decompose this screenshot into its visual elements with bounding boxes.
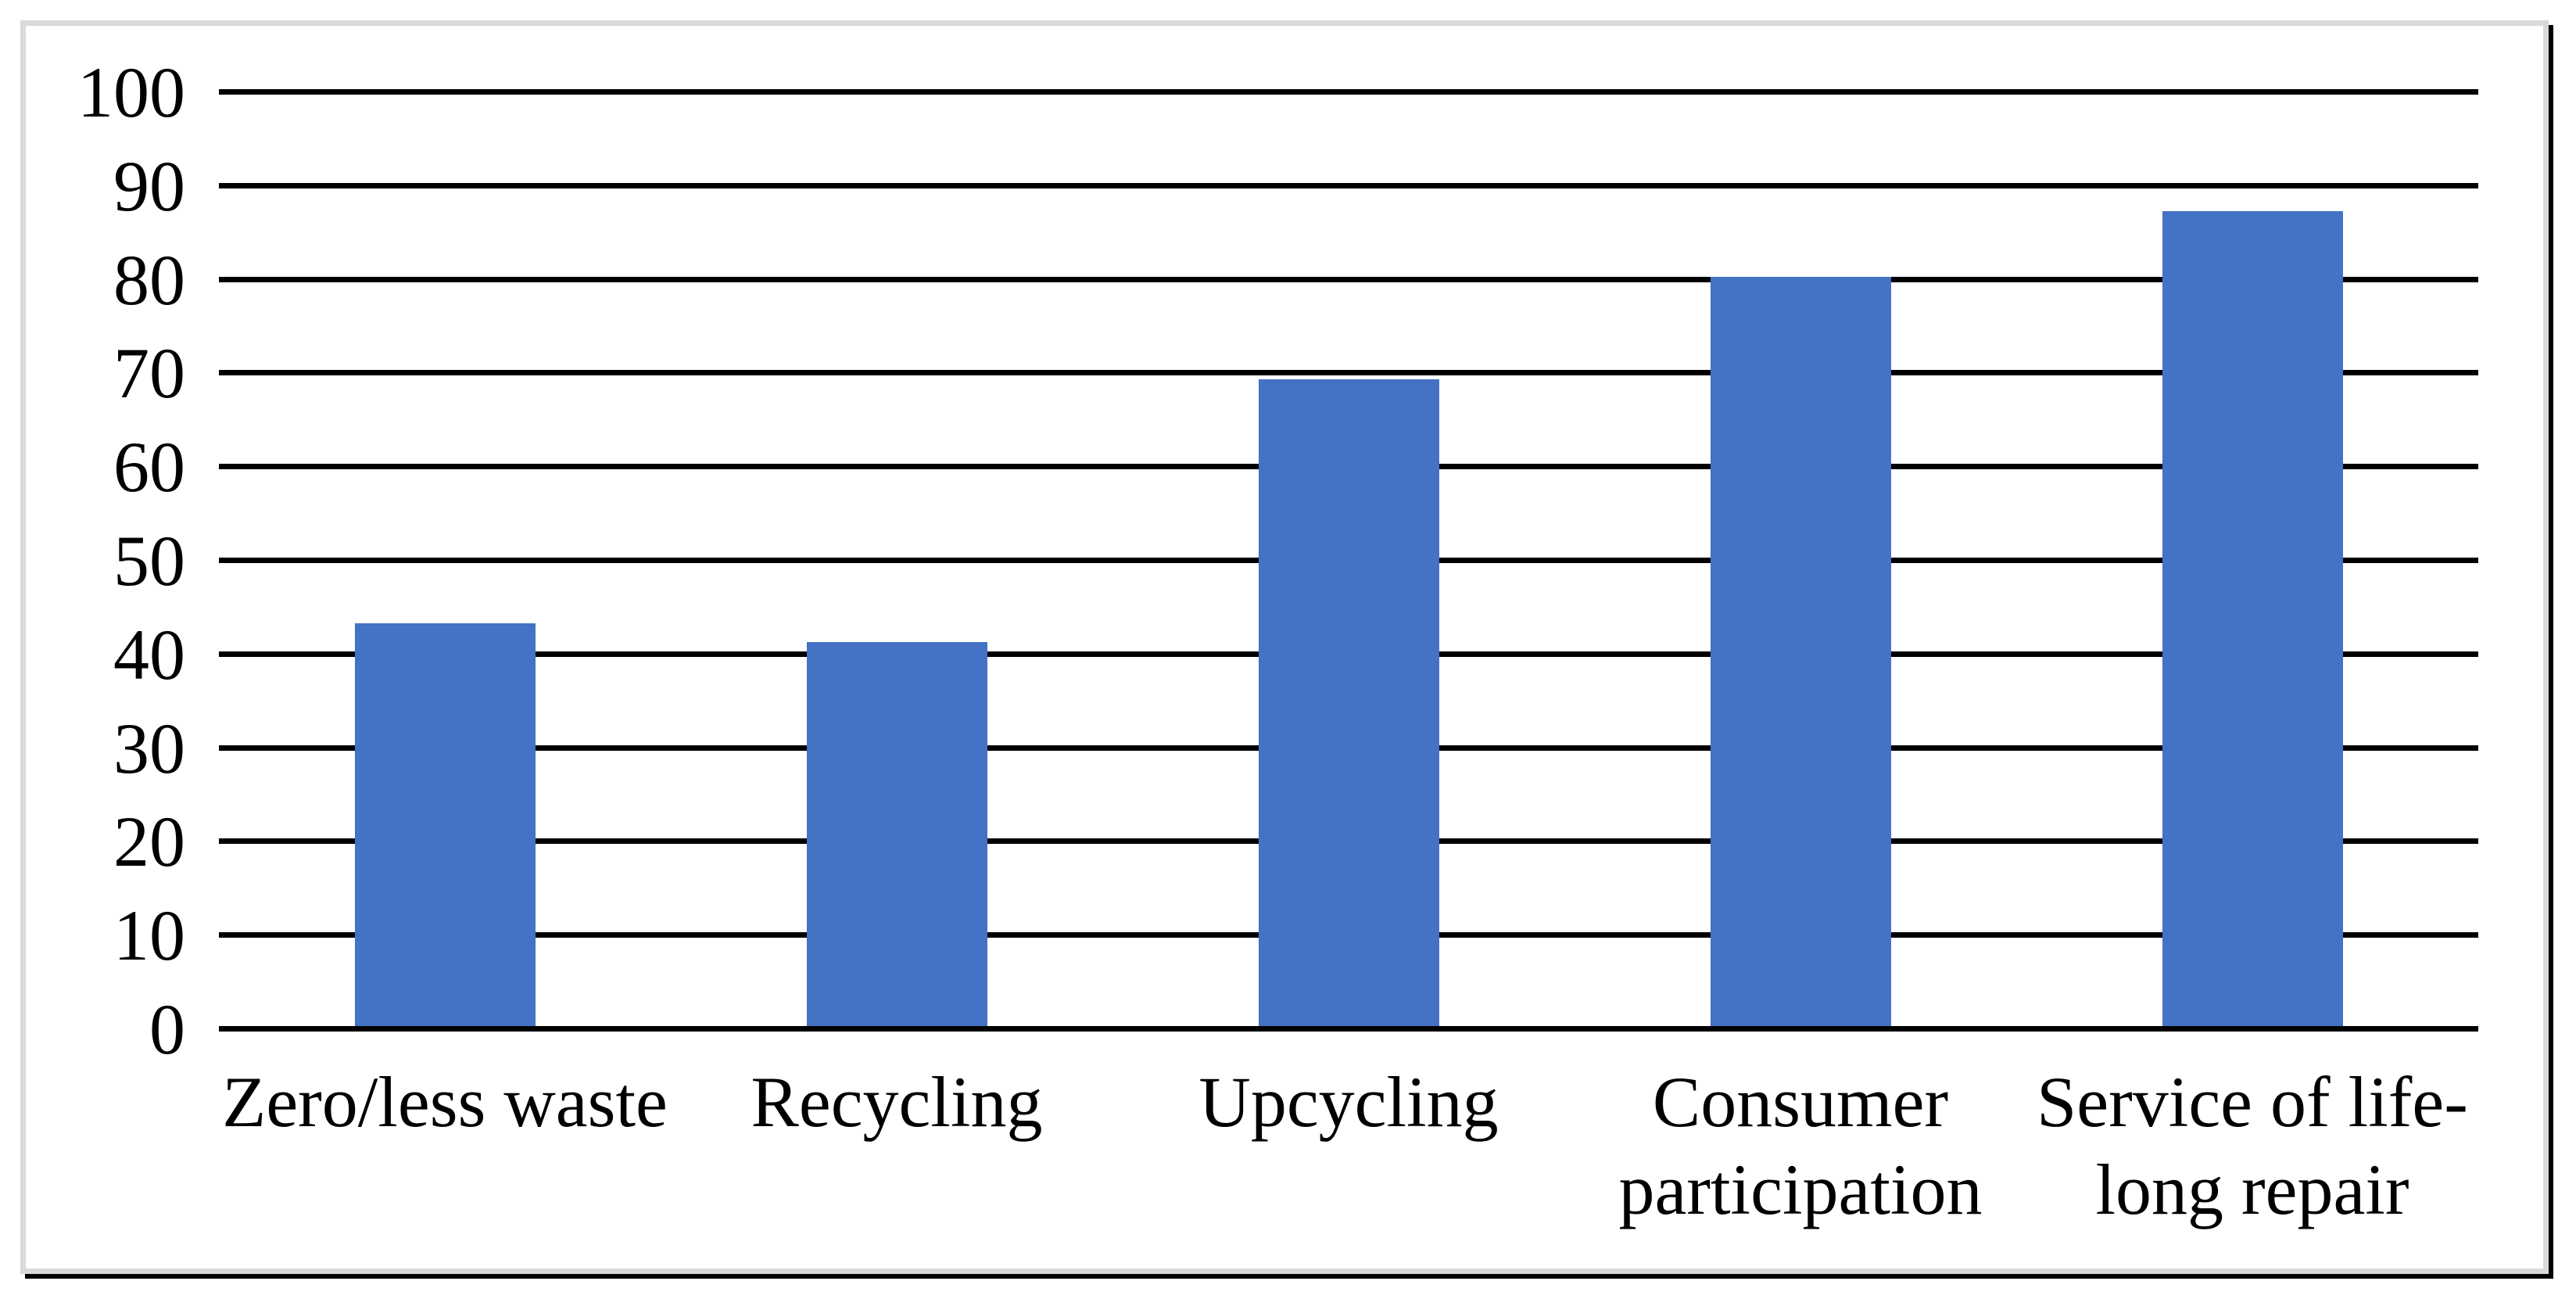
ytick-label-100: 100: [77, 52, 185, 132]
ytick-label-0: 0: [149, 989, 185, 1069]
category-label-line: Recycling: [751, 1062, 1043, 1142]
gridline-90: [219, 183, 2478, 188]
category-label-zero-less-waste: Zero/less waste: [210, 1058, 679, 1146]
ytick-label-10: 10: [113, 895, 185, 975]
ytick-label-40: 40: [113, 615, 185, 694]
bar-service-of-life-long-repair: [2162, 211, 2343, 1026]
bar-consumer-participation: [1711, 277, 1891, 1026]
bar-zero-less-waste: [355, 623, 536, 1026]
category-label-upcycling: Upcycling: [1114, 1058, 1583, 1146]
category-label-recycling: Recycling: [662, 1058, 1131, 1146]
category-label-line: participation: [1618, 1150, 1983, 1229]
gridline-80: [219, 277, 2478, 282]
ytick-label-70: 70: [113, 333, 185, 413]
bar-upcycling: [1259, 379, 1439, 1026]
gridline-0: [219, 1026, 2478, 1032]
category-label-service-of-life-long-repair: Service of life-long repair: [2018, 1058, 2487, 1233]
ytick-label-90: 90: [113, 146, 185, 226]
category-label-line: Upcycling: [1198, 1062, 1499, 1142]
figure-frame: [20, 20, 2549, 1274]
bar-recycling: [807, 642, 987, 1026]
category-label-line: long repair: [2095, 1150, 2409, 1229]
category-label-line: Zero/less waste: [222, 1062, 668, 1142]
category-label-line: Service of life-: [2037, 1062, 2468, 1142]
gridline-70: [219, 370, 2478, 375]
ytick-label-80: 80: [113, 240, 185, 320]
category-label-line: Consumer: [1652, 1062, 1949, 1142]
ytick-label-50: 50: [113, 521, 185, 601]
ytick-label-20: 20: [113, 802, 185, 881]
ytick-label-60: 60: [113, 427, 185, 507]
category-label-consumer-participation: Consumer participation: [1566, 1058, 2035, 1233]
ytick-label-30: 30: [113, 709, 185, 788]
gridline-100: [219, 89, 2478, 95]
